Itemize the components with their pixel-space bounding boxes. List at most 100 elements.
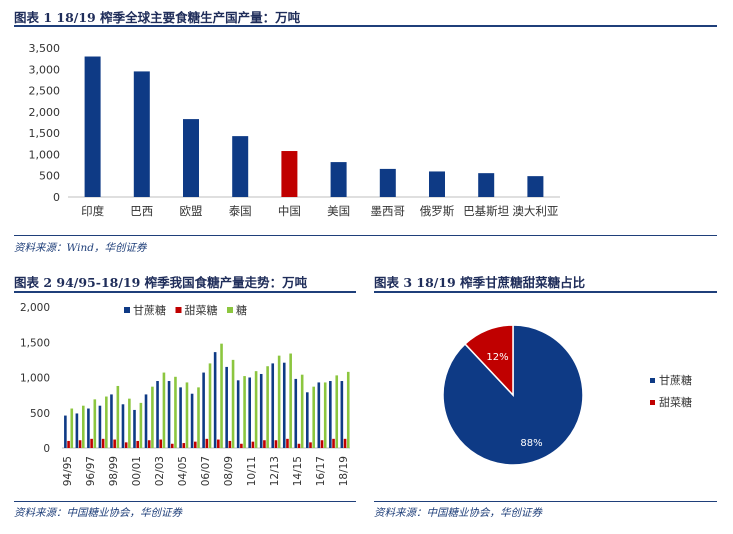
- bar-甜菜糖-09/10: [240, 443, 243, 448]
- bar-甜菜糖-98/99: [113, 439, 116, 448]
- legend-label-甜菜糖: 甜菜糖: [185, 303, 218, 317]
- x-tick-label: 06/07: [200, 456, 212, 486]
- bar-糖-17/18: [335, 375, 339, 448]
- bar-甜菜糖-06/07: [205, 438, 209, 448]
- bar-糖-03/04: [174, 376, 177, 448]
- y-tick-label: 3,500: [29, 42, 61, 55]
- x-tick-label: 04/05: [177, 456, 189, 486]
- x-tick-label: 澳大利亚: [512, 204, 558, 218]
- figure2-source: 资料来源：中国糖业协会，华创证券: [14, 507, 182, 519]
- legend-label-甘蔗糖: 甘蔗糖: [659, 373, 692, 387]
- bar-甜菜糖-94/95: [67, 440, 70, 448]
- bar-甜菜糖-96/97: [90, 438, 93, 448]
- x-tick-label: 10/11: [246, 456, 258, 486]
- figure1-title: 图表 1 18/19 榨季全球主要食糖生产国产量：万吨: [14, 10, 301, 25]
- bar-甘蔗糖-09/10: [236, 380, 240, 448]
- bar-糖-07/08: [220, 343, 223, 448]
- bar-甜菜糖-02/03: [159, 439, 163, 448]
- y-tick-label: 500: [39, 170, 60, 183]
- pie-data-label: 12%: [486, 352, 508, 363]
- bar-甘蔗糖-96/97: [87, 408, 90, 448]
- bar-墨西哥: [379, 168, 396, 197]
- bar-糖-01/02: [151, 386, 154, 448]
- bar-甜菜糖-03/04: [170, 443, 174, 448]
- bar-糖-00/01: [139, 402, 143, 448]
- y-tick-label: 2,500: [29, 85, 61, 98]
- figure3-title-rule: [374, 291, 717, 293]
- bar-泰国: [232, 136, 249, 197]
- bar-糖-98/99: [116, 385, 120, 448]
- bar-甜菜糖-12/13: [274, 440, 278, 448]
- bar-甘蔗糖-00/01: [133, 409, 136, 448]
- bar-美国: [330, 162, 347, 197]
- bar-糖-99/00: [128, 398, 131, 448]
- figure3-pie-chart: 88% 12% 甘蔗糖甜菜糖: [442, 324, 692, 466]
- bar-甘蔗糖-97/98: [98, 405, 102, 448]
- bar-糖-13/14: [289, 353, 292, 448]
- bar-糖-06/07: [208, 363, 212, 448]
- bar-糖-94/95: [70, 408, 74, 448]
- bar-甘蔗糖-12/13: [271, 363, 275, 448]
- x-tick-label: 俄罗斯: [420, 204, 455, 218]
- figure2-bar-chart: 0 500 1,000 1,500 2,000 94/95 96/97 98/99 00/01 0…: [20, 302, 350, 486]
- x-tick-label: 泰国: [229, 204, 252, 218]
- bar-澳大利亚: [527, 176, 544, 197]
- bar-糖-97/98: [105, 396, 108, 448]
- legend-swatch-糖: [227, 307, 233, 313]
- figure1-source: 资料来源：Wind，华创证券: [14, 242, 147, 254]
- y-tick-label: 2,000: [20, 302, 50, 314]
- bar-巴基斯坦: [478, 173, 495, 197]
- legend-swatch-甜菜糖: [175, 307, 182, 313]
- bar-糖-05/06: [197, 387, 200, 448]
- x-tick-label: 14/15: [292, 456, 304, 486]
- bar-甜菜糖-14/15: [297, 443, 301, 448]
- bar-甘蔗糖-16/17: [317, 382, 321, 448]
- bar-甘蔗糖-13/14: [282, 362, 286, 448]
- x-tick-label: 16/17: [315, 456, 327, 486]
- x-tick-label: 巴基斯坦: [463, 204, 509, 218]
- y-tick-label: 0: [43, 443, 50, 455]
- bar-甜菜糖-17/18: [332, 438, 335, 448]
- x-tick-label: 96/97: [85, 456, 97, 486]
- x-tick-label: 18/19: [338, 456, 350, 486]
- bar-甘蔗糖-10/11: [248, 377, 251, 448]
- bar-糖-09/10: [243, 376, 246, 448]
- x-tick-label: 印度: [81, 204, 104, 218]
- y-tick-label: 3,000: [29, 63, 61, 76]
- bar-甘蔗糖-06/07: [202, 372, 205, 448]
- bar-俄罗斯: [429, 171, 445, 197]
- bar-甜菜糖-99/00: [124, 442, 128, 448]
- bar-甜菜糖-00/01: [136, 440, 139, 448]
- bar-甜菜糖-08/09: [228, 440, 232, 448]
- y-tick-label: 1,000: [29, 148, 61, 161]
- bar-欧盟: [183, 119, 199, 197]
- bar-甜菜糖-15/16: [309, 442, 312, 448]
- bar-糖-14/15: [300, 374, 304, 448]
- bar-甘蔗糖-01/02: [144, 394, 148, 448]
- legend-swatch-甘蔗糖: [124, 307, 130, 313]
- x-tick-label: 美国: [327, 204, 350, 218]
- x-tick-label: 欧盟: [180, 204, 203, 218]
- bar-甜菜糖-04/05: [182, 443, 186, 448]
- legend-label-甘蔗糖: 甘蔗糖: [133, 303, 166, 317]
- legend-label-甜菜糖: 甜菜糖: [659, 395, 692, 409]
- y-tick-label: 1,000: [20, 373, 50, 385]
- bar-糖-18/19: [346, 371, 350, 448]
- figure3-source-rule: [374, 501, 717, 502]
- bar-甜菜糖-11/12: [263, 440, 266, 448]
- y-tick-label: 1,500: [20, 337, 50, 349]
- bar-甜菜糖-05/06: [193, 441, 197, 448]
- y-tick-label: 500: [30, 408, 50, 420]
- bar-甘蔗糖-05/06: [190, 393, 194, 448]
- bar-巴西: [133, 71, 150, 197]
- bar-甘蔗糖-14/15: [294, 378, 298, 448]
- bar-中国: [281, 151, 298, 197]
- figure2-source-rule: [14, 501, 356, 502]
- bar-印度: [84, 56, 101, 198]
- bar-甜菜糖-18/19: [343, 438, 347, 448]
- bar-糖-15/16: [312, 386, 315, 448]
- bar-甜菜糖-16/17: [320, 440, 324, 448]
- bar-糖-02/03: [162, 372, 166, 448]
- bar-甘蔗糖-95/96: [75, 413, 79, 448]
- legend-label-糖: 糖: [236, 303, 247, 317]
